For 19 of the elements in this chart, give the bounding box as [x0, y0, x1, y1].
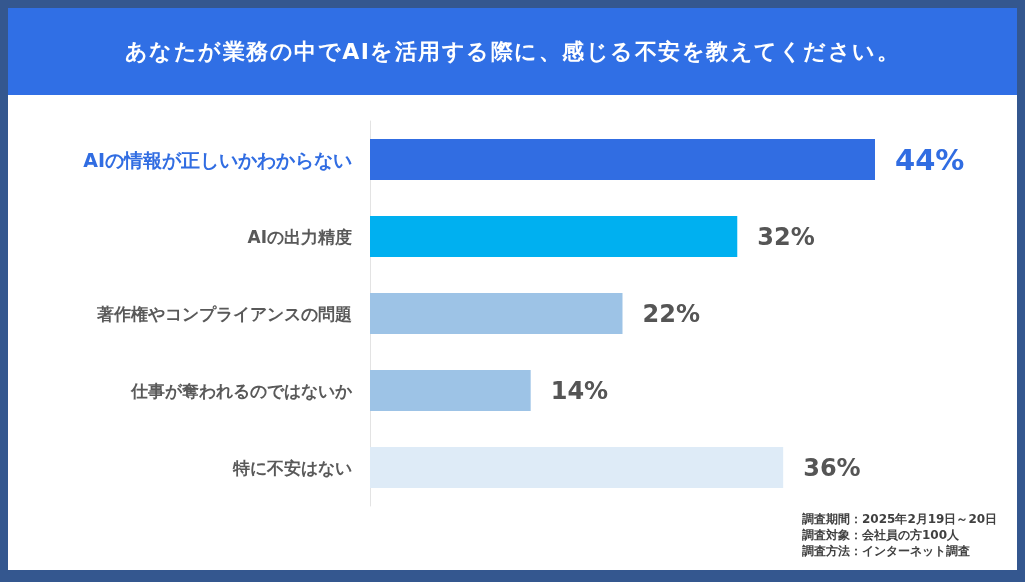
y-tick-label: 仕事が奪われるのではないか: [130, 380, 353, 401]
bar: [370, 447, 784, 488]
text: 調査期間：2025年2月19日～20日: [802, 511, 998, 527]
text: 調査方法：インターネット調査: [802, 543, 971, 559]
data-label: 14%: [550, 376, 609, 405]
bar: [370, 293, 623, 334]
data-label: 32%: [757, 222, 815, 251]
y-tick-label: 著作権やコンプライアンスの問題: [96, 303, 352, 324]
data-label: 44%: [895, 142, 965, 177]
chart-title: あなたが業務の中でAIを活用する際に、感じる不安を教えてください。: [8, 8, 1017, 95]
bar: [370, 139, 875, 180]
y-tick-label: AIの出力精度: [247, 226, 352, 247]
bar: [370, 370, 531, 411]
data-label: 22%: [642, 299, 700, 328]
bar: [370, 216, 738, 257]
text: 調査対象：会社員の方100人: [802, 527, 961, 543]
y-tick-label: 特に不安はない: [232, 457, 352, 478]
data-label: 36%: [803, 453, 861, 482]
y-tick-label: AIの情報が正しいかわからない: [83, 148, 352, 171]
